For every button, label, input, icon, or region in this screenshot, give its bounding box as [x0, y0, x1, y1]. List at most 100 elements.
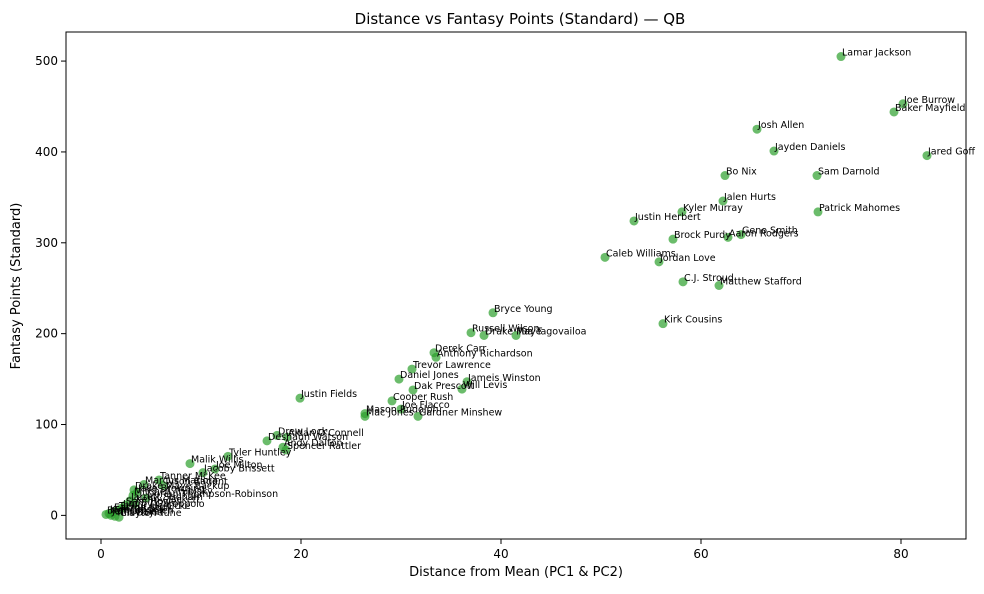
- point-label: Tua Tagovailoa: [516, 326, 586, 337]
- point-label: Patrick Mahomes: [819, 203, 900, 214]
- data-point: [210, 464, 220, 474]
- point-label: Malik Willis: [191, 455, 244, 466]
- x-axis-label: Distance from Mean (PC1 & PC2): [409, 565, 623, 580]
- data-point: [922, 151, 932, 161]
- point-label: Brock Purdy: [674, 230, 731, 241]
- point-label: Lamar Jackson: [842, 48, 911, 59]
- point-label: Jarrett Stidham: [130, 492, 203, 503]
- point-label: Dak Prescott: [414, 381, 474, 392]
- data-point: [752, 124, 762, 134]
- point-label: Andy Dalton: [284, 438, 343, 449]
- data-point: [394, 374, 404, 384]
- point-label: Derek Carr: [435, 344, 486, 355]
- data-point: [141, 493, 151, 503]
- point-label: Tanner McKee: [159, 471, 226, 482]
- data-point: [139, 479, 149, 489]
- point-label: Justin Herbert: [634, 212, 701, 223]
- point-label: Tyler Huntley: [228, 447, 292, 458]
- point-label: Drew Lock: [278, 426, 328, 437]
- point-label: Geno Smith: [742, 226, 798, 237]
- data-point: [262, 436, 272, 446]
- data-point: [413, 411, 423, 421]
- data-point: [629, 216, 639, 226]
- y-tick-label: 0: [50, 508, 58, 522]
- data-point: [889, 107, 899, 117]
- data-point: [658, 319, 668, 329]
- point-label: Joe Burrow: [903, 95, 955, 106]
- x-tick-label: 20: [293, 547, 308, 561]
- data-point: [295, 393, 305, 403]
- data-point: [668, 234, 678, 244]
- data-point: [457, 384, 467, 394]
- point-label: Gardner Minshew: [419, 407, 502, 418]
- point-label: Jameis Winston: [467, 373, 541, 384]
- data-point: [431, 352, 441, 362]
- x-tick-label: 60: [693, 547, 708, 561]
- y-axis: 0 100 200 300 400 500: [35, 54, 66, 522]
- data-point: [677, 207, 687, 217]
- x-tick-label: 0: [97, 547, 105, 561]
- x-tick-label: 80: [893, 547, 908, 561]
- point-label: Spencer Rattler: [287, 441, 361, 452]
- point-label: Bryce Young: [494, 304, 553, 315]
- point-label: Anthony Richardson: [437, 348, 533, 359]
- data-point: [360, 411, 370, 421]
- data-point: [110, 511, 120, 521]
- point-label: Drake Maye Backup: [135, 481, 229, 492]
- point-label: Joe Milton: [215, 460, 263, 471]
- point-label: Taylor Heinicke: [118, 501, 191, 512]
- point-label: Sam Darnold: [818, 167, 880, 178]
- point-label: Marcus Mariota: [145, 475, 218, 486]
- data-point: [281, 445, 291, 455]
- data-point: [678, 277, 688, 287]
- point-label: Jayden Daniels: [774, 142, 845, 153]
- point-label: Trevor Lawrence: [412, 360, 491, 371]
- data-point: [736, 230, 746, 240]
- point-label: Kyle Trask: [110, 505, 158, 516]
- data-point: [898, 99, 908, 109]
- point-label: Bo Nix: [726, 167, 757, 178]
- data-point: [654, 257, 664, 267]
- point-label: Jeff Driskel: [111, 506, 163, 517]
- x-axis: 0 20 40 60 80: [97, 539, 909, 561]
- point-label: Cooper Rush: [393, 392, 453, 403]
- point-label: Mason Rudolph: [366, 405, 439, 416]
- data-point: [836, 52, 846, 62]
- point-label: Dorian Thompson-Robinson: [147, 489, 278, 500]
- data-point: [600, 252, 610, 262]
- point-label: Jordan Love: [659, 253, 716, 264]
- data-point: [813, 207, 823, 217]
- y-axis-label: Fantasy Points (Standard): [9, 203, 24, 370]
- point-label: Caleb Williams: [606, 248, 676, 259]
- point-label: Baker Mayfield: [895, 103, 965, 114]
- data-point: [488, 308, 498, 318]
- points-layer: [101, 52, 932, 522]
- data-point: [387, 396, 397, 406]
- point-label: C.J. Stroud: [684, 273, 734, 284]
- point-label: Sam Howell: [126, 496, 182, 507]
- point-label: Jimmy Garoppolo: [122, 499, 205, 510]
- point-label: Russell Wilson: [472, 324, 539, 335]
- point-label: Kirk Cousins: [664, 315, 722, 326]
- point-label: Tyson Bagent: [163, 476, 228, 487]
- data-point: [130, 499, 140, 509]
- point-label: Mac Jones: [366, 407, 414, 418]
- chart-title: Distance vs Fantasy Points (Standard) — …: [355, 10, 686, 28]
- point-label: Clayton Tune: [120, 508, 182, 519]
- data-point: [223, 451, 233, 461]
- point-label: Mitchell Trubisky: [134, 486, 213, 497]
- y-tick-label: 200: [35, 327, 58, 341]
- data-point: [718, 196, 728, 206]
- y-tick-label: 300: [35, 236, 58, 250]
- data-point: [396, 404, 406, 414]
- point-label: Jake Browning: [137, 484, 205, 495]
- point-label: Will Levis: [463, 380, 507, 391]
- point-label: Joe Flacco: [401, 400, 450, 411]
- data-point: [511, 330, 521, 340]
- data-point: [462, 377, 472, 387]
- point-label: Josh Allen: [757, 120, 804, 131]
- y-tick-label: 100: [35, 418, 58, 432]
- data-point: [723, 232, 733, 242]
